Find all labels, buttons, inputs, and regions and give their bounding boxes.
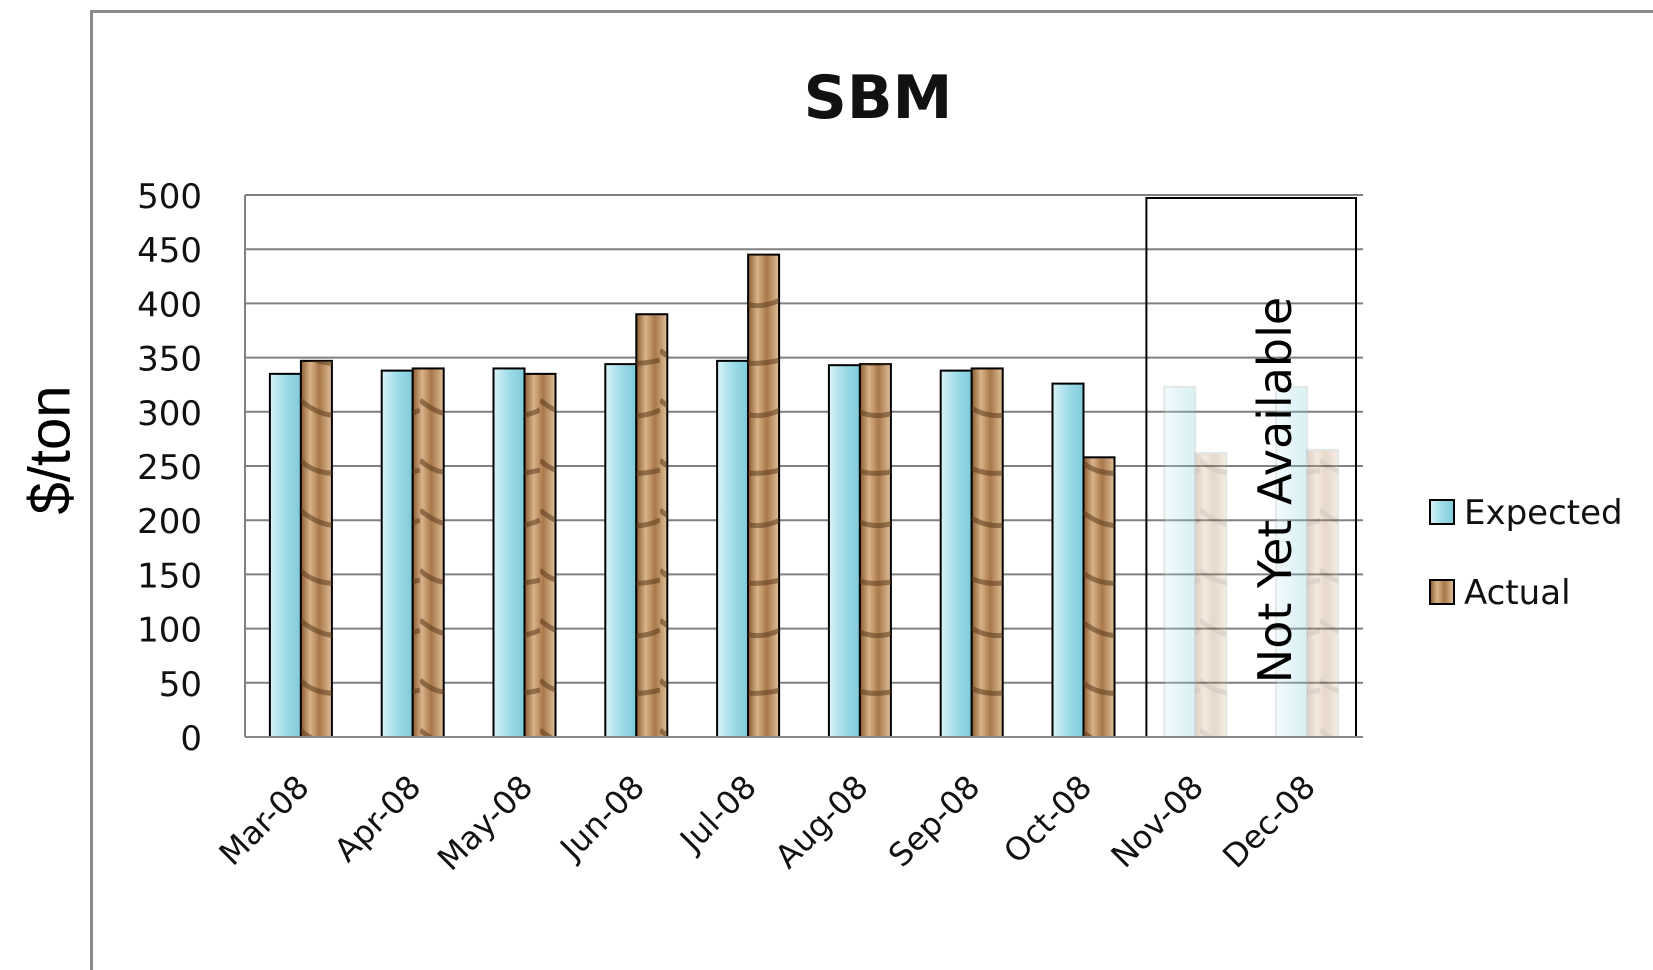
bar-expected-jul-08 xyxy=(716,359,750,738)
chart-frame xyxy=(90,10,1653,970)
legend-item-expected: Expected xyxy=(1429,493,1623,533)
y-tick-label: 400 xyxy=(137,285,202,325)
bar-actual-aug-08 xyxy=(858,363,892,738)
y-tick-label: 150 xyxy=(137,556,202,596)
x-tick-label: Aug-08 xyxy=(768,768,876,876)
bar-expected-oct-08 xyxy=(1051,382,1085,738)
bar-actual-dec-08 xyxy=(1306,448,1340,738)
x-tick-label: Nov-08 xyxy=(1104,768,1211,875)
bar-expected-sep-08 xyxy=(939,369,973,738)
bar-expected-may-08 xyxy=(492,367,526,738)
bar-actual-jun-08 xyxy=(635,313,669,738)
chart-title: SBM xyxy=(804,63,953,133)
legend-swatch xyxy=(1429,499,1455,525)
bar-actual-sep-08 xyxy=(970,367,1004,738)
bar-actual-oct-08 xyxy=(1082,456,1116,738)
legend: Expected Actual xyxy=(1429,493,1623,613)
bars xyxy=(268,253,1340,738)
y-tick-label: 350 xyxy=(137,340,202,380)
y-tick-label: 50 xyxy=(159,665,202,705)
bar-expected-aug-08 xyxy=(827,364,861,738)
x-tick-label: Sep-08 xyxy=(881,768,987,874)
bar-actual-nov-08 xyxy=(1194,451,1228,738)
bar-expected-dec-08 xyxy=(1275,385,1309,738)
x-tick-labels: Mar-08 Apr-08 May-08 Jun-08 Jul-08 Aug-08 Sep-… xyxy=(211,768,1322,878)
bar-expected-jun-08 xyxy=(604,363,638,738)
not-available-box: Not Yet Available xyxy=(1145,197,1358,738)
bar-actual-mar-08 xyxy=(299,359,333,738)
bar-actual-may-08 xyxy=(523,372,557,738)
y-tick-label: 0 xyxy=(180,719,202,759)
bar-expected-nov-08 xyxy=(1163,385,1197,738)
y-tick-label: 200 xyxy=(137,502,202,542)
not-yet-available-annotation: Not Yet Available xyxy=(1248,297,1302,683)
x-tick-label: Dec-08 xyxy=(1215,768,1323,876)
x-tick-label: Oct-08 xyxy=(996,768,1099,871)
legend-label: Expected xyxy=(1464,493,1623,533)
x-tick-label: May-08 xyxy=(430,768,540,878)
bar-actual-jul-08 xyxy=(747,253,781,738)
legend-label: Actual xyxy=(1464,573,1571,613)
y-tick-label: 500 xyxy=(137,177,202,217)
x-tick-label: Apr-08 xyxy=(327,768,429,870)
y-tick-label: 450 xyxy=(137,231,202,271)
y-tick-label: 100 xyxy=(137,611,202,651)
x-tick-label: Jun-08 xyxy=(551,768,652,869)
x-tick-label: Jul-08 xyxy=(671,768,764,861)
y-tick-label: 300 xyxy=(137,394,202,434)
bar-expected-mar-08 xyxy=(268,372,302,738)
x-tick-label: Mar-08 xyxy=(211,768,316,873)
y-tick-labels: 0 50 100 150 200 250 300 350 400 450 500 xyxy=(137,177,202,759)
y-tick-label: 250 xyxy=(137,448,202,488)
bar-expected-apr-08 xyxy=(380,369,414,738)
legend-item-actual: Actual xyxy=(1429,573,1571,613)
bar-actual-apr-08 xyxy=(411,367,445,738)
legend-swatch xyxy=(1429,579,1455,605)
